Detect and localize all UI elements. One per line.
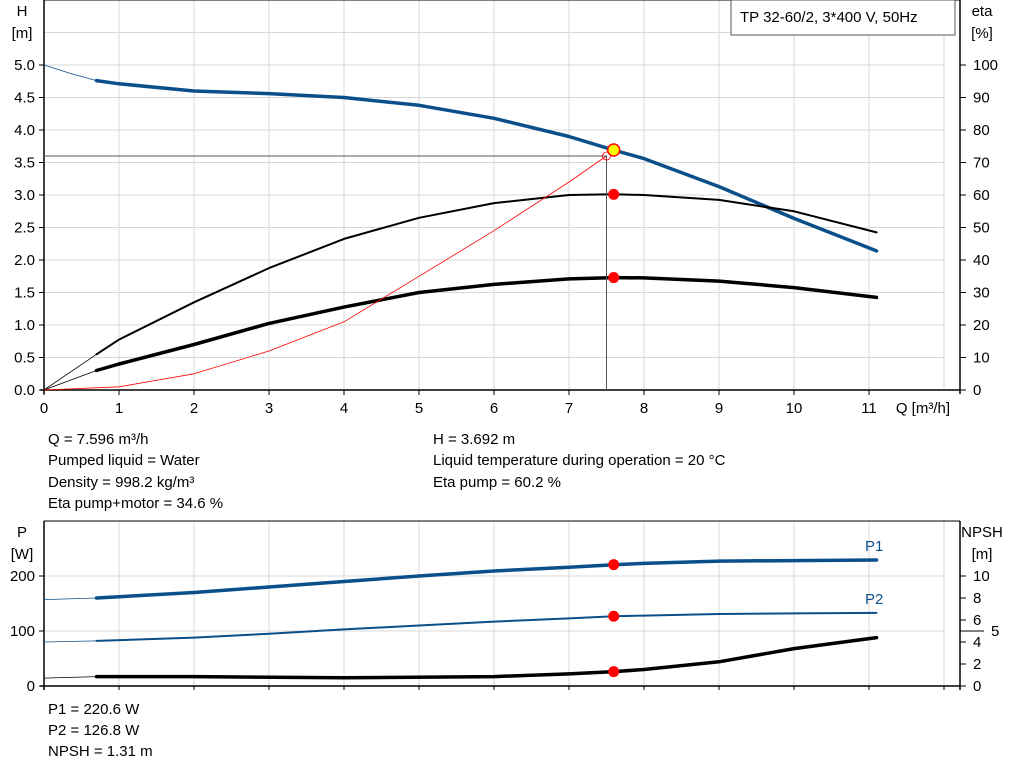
y2-axis-unit: [%] [971,25,993,42]
y2-axis-label: eta [972,3,994,20]
series-eta-pump-motor-extrapolated [43,370,97,391]
y-axis-unit: [W] [11,546,34,563]
y-axis-label: P [17,524,27,541]
series-system-curve [43,155,607,391]
y2-tick-label: 8 [973,590,981,607]
series-H-extrapolated [43,64,97,81]
y-tick-label: 1.5 [14,285,35,302]
y2-tick-label: 70 [973,155,990,172]
series-NPSH-extrapolated [43,676,97,679]
y2-tick-label: 20 [973,317,990,334]
info-eta-pump-motor: Eta pump+motor = 34.6 % [48,495,224,512]
y-tick-label: 100 [10,623,35,640]
series-P2 [95,611,878,642]
y2-axis-label: NPSH [961,524,1003,541]
y2-tick-label: 10 [973,568,990,585]
y2-tick-label: 90 [973,90,990,107]
y-tick-label: 0 [27,678,35,695]
duty-point-marker [602,151,611,161]
x-axis-label: Q [m³/h] [896,400,950,417]
info-p1: P1 = 220.6 W [48,701,140,718]
y-tick-label: 200 [10,568,35,585]
y2-tick-label: 30 [973,285,990,302]
y2-tick-label: 100 [973,57,998,74]
y2-tick-label: 0 [973,678,981,695]
info-density: Density = 998.2 kg/m³ [48,474,195,491]
info-temperature: Liquid temperature during operation = 20… [433,452,726,469]
x-tick-label: 5 [415,400,423,417]
p1-marker [608,559,620,571]
npsh-marker [608,666,620,678]
x-tick-label: 1 [115,400,123,417]
y-tick-label: 1.0 [14,317,35,334]
y2-tick-label: 60 [973,187,990,204]
info-liquid: Pumped liquid = Water [48,452,200,469]
series-P1 [94,558,879,600]
y2-tick-label: 10 [973,350,990,367]
series-eta-pump [95,193,878,356]
y2-tick-label: 5 [991,623,999,640]
y-tick-label: 3.0 [14,187,35,204]
y-tick-label: 2.0 [14,252,35,269]
y-tick-label: 5.0 [14,57,35,74]
series-P1-extrapolated [43,597,97,600]
x-tick-label: 3 [265,400,273,417]
y-tick-label: 0.5 [14,350,35,367]
info-h: H = 3.692 m [433,431,516,448]
operating-point-marker [606,143,621,157]
y2-tick-label: 50 [973,220,990,237]
info-eta-pump: Eta pump = 60.2 % [433,474,561,491]
info-q: Q = 7.596 m³/h [48,431,149,448]
x-tick-label: 4 [340,400,348,417]
y-tick-label: 4.5 [14,90,35,107]
series-eta-pump-motor [94,275,879,373]
series-label-P1: P1 [865,538,883,555]
y2-tick-label: 2 [973,656,981,673]
y-tick-label: 4.0 [14,122,35,139]
y2-tick-label: 6 [973,612,981,629]
p2-marker [608,610,620,622]
series-eta-pump-extrapolated [43,353,97,391]
y-tick-label: 0.0 [14,382,35,399]
x-tick-label: 0 [40,400,48,417]
y2-tick-label: 0 [973,382,981,399]
eta-pump-motor-marker [608,272,620,284]
y-tick-label: 2.5 [14,220,35,237]
series-H [94,78,879,253]
eta-pump-marker [608,188,620,200]
series-NPSH [94,635,879,680]
y-tick-label: 3.5 [14,155,35,172]
x-tick-label: 11 [861,400,877,417]
x-tick-label: 2 [190,400,198,417]
x-tick-label: 9 [715,400,723,417]
y2-tick-label: 80 [973,122,990,139]
y2-tick-label: 40 [973,252,990,269]
y-axis-label: H [17,3,28,20]
x-tick-label: 10 [786,400,803,417]
legend-text: TP 32-60/2, 3*400 V, 50Hz [740,9,918,26]
x-tick-label: 7 [565,400,573,417]
info-npsh: NPSH = 1.31 m [48,743,153,760]
y2-axis-unit: [m] [972,546,993,563]
y-axis-unit: [m] [12,25,33,42]
y2-tick-label: 4 [973,634,981,651]
info-p2: P2 = 126.8 W [48,722,140,739]
x-tick-label: 6 [490,400,498,417]
legend-box [730,0,956,36]
series-label-P2: P2 [865,591,883,608]
x-tick-label: 8 [640,400,648,417]
series-P2-extrapolated [43,640,97,643]
